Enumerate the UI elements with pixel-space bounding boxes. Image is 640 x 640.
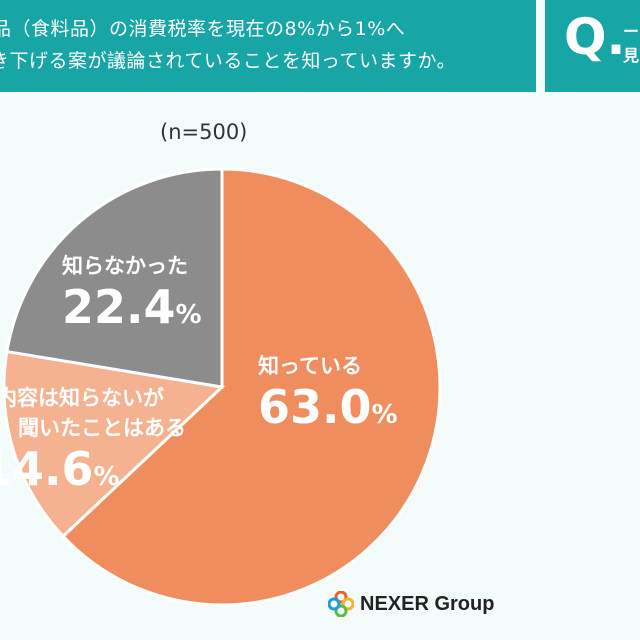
sample-size-label: (n=500) — [160, 120, 248, 144]
slice-name-known: 知っている — [258, 354, 362, 378]
nexer-logo-text: NEXER Group — [360, 592, 495, 615]
next-question-panel: Q. ー 見 — [545, 0, 640, 92]
slice-value-heard: 14.6 — [0, 442, 94, 496]
pie-slice-unknown — [5, 167, 224, 389]
slice-label-heard: 内容は知らないが 聞いたことはある 14.6% — [0, 382, 186, 496]
slice-unit-unknown: % — [175, 300, 202, 330]
question-header: 品（食料品）の消費税率を現在の8%から1%へ き下げる案が議論されていることを知… — [0, 0, 536, 92]
question-number-label: Q. — [564, 8, 626, 66]
question-line-1: 品（食料品）の消費税率を現在の8%から1%へ — [0, 18, 406, 40]
nexer-logo-icon — [328, 591, 354, 617]
slice-label-known: 知っている 63.0% — [258, 350, 398, 434]
slice-label-unknown: 知らなかった 22.4% — [62, 250, 202, 334]
slice-name-unknown: 知らなかった — [62, 254, 188, 278]
slice-value-known: 63.0 — [258, 380, 372, 434]
question-line-2: き下げる案が議論されていることを知っていますか。 — [0, 50, 457, 72]
pie-slice-heard — [2, 349, 226, 539]
slice-value-unknown: 22.4 — [62, 280, 176, 334]
question-text-fragment: ー 見 — [623, 20, 640, 68]
nexer-logo: NEXER Group — [328, 586, 494, 622]
slice-unit-known: % — [371, 400, 398, 430]
pie-slice-known — [60, 167, 442, 607]
slice-name-heard-line1: 内容は知らないが — [0, 386, 164, 410]
slice-name-heard-line2: 聞いたことはある — [18, 416, 186, 440]
question-fragment-text: ー 見 — [623, 22, 640, 65]
slice-unit-heard: % — [93, 462, 120, 492]
